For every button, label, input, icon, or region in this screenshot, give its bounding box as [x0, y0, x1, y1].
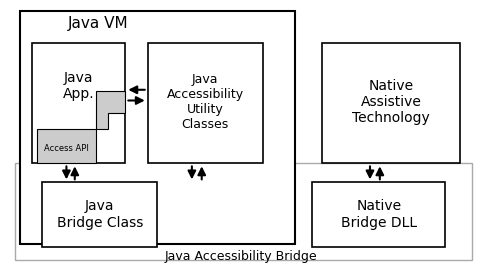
Bar: [42, 182, 157, 247]
Bar: [15, 163, 472, 260]
Bar: [312, 182, 445, 247]
Bar: [32, 43, 125, 163]
Text: Access API: Access API: [44, 144, 89, 153]
Text: Java VM: Java VM: [68, 16, 129, 31]
Bar: [322, 43, 460, 163]
Text: Native
Assistive
Technology: Native Assistive Technology: [352, 79, 430, 125]
Text: Native
Bridge DLL: Native Bridge DLL: [341, 199, 417, 229]
Text: Java
App.: Java App.: [63, 71, 94, 101]
Text: Java
Bridge Class: Java Bridge Class: [57, 199, 143, 229]
Text: Java
Accessibility
Utility
Classes: Java Accessibility Utility Classes: [167, 73, 244, 131]
Polygon shape: [96, 91, 125, 129]
Bar: [148, 43, 263, 163]
Bar: [20, 11, 295, 244]
Text: Java Accessibility Bridge: Java Accessibility Bridge: [165, 250, 317, 263]
Bar: [37, 129, 96, 163]
